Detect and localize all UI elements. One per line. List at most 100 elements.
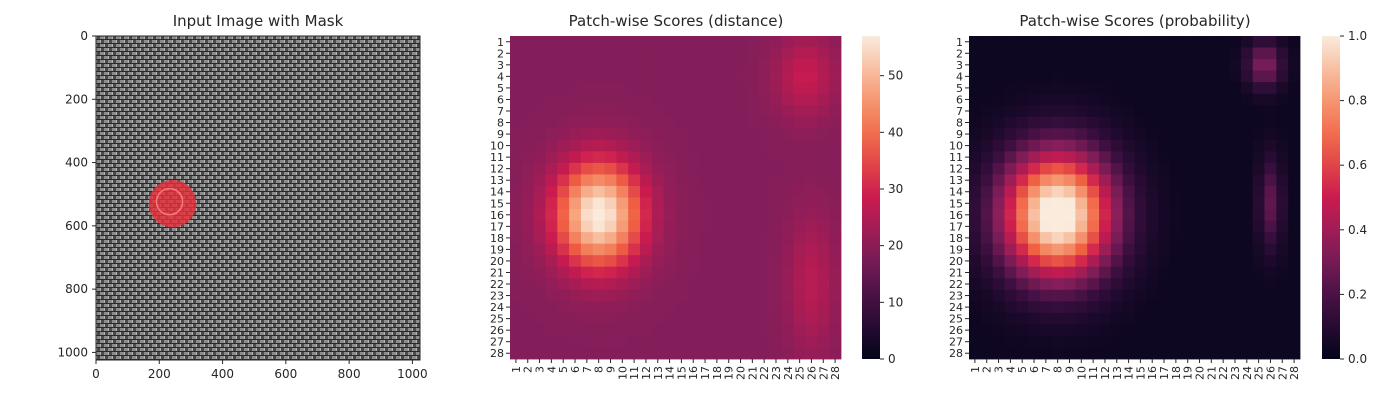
heatmap-cell [710,312,724,325]
heatmap-cell [980,105,994,118]
heatmap-cell [1063,70,1076,83]
y-tick-label: 23 [490,290,504,303]
heatmap-cell [992,162,1005,175]
heatmap-cell [580,324,594,337]
heatmap-cell [1004,347,1017,360]
heatmap-cell [1028,278,1041,291]
heatmap-cell [781,174,795,187]
heatmap-cell [604,93,617,106]
heatmap-cell [969,347,982,360]
heatmap-cell [1264,185,1277,198]
heatmap-cell [663,36,676,48]
heatmap-cell [510,36,523,48]
heatmap-cell [1193,185,1206,198]
heatmap-cell [1075,162,1088,175]
y-tick-label: 11 [490,151,504,164]
heatmap-cell [675,324,688,337]
heatmap-cell [533,139,546,152]
heatmap-cell [1264,312,1277,325]
heatmap-cell [817,151,830,164]
heatmap-cell [992,232,1005,245]
heatmap-cell [699,93,712,106]
heatmap-cell [1099,243,1112,256]
heatmap-cell [722,105,736,118]
x-tick-label: 23 [1229,366,1242,380]
heatmap-cell [580,278,594,291]
heatmap-cell [1004,116,1017,129]
heatmap-cell [699,116,712,129]
heatmap-cell [1193,301,1206,314]
heatmap-cell [980,301,994,314]
y-tick-label: 18 [490,232,504,245]
heatmap-cell [640,255,653,268]
heatmap-cell [746,174,759,187]
heatmap-cell [1181,278,1195,291]
heatmap-cell [699,243,712,256]
heatmap-cell [1075,289,1088,302]
heatmap-cell [557,243,570,256]
heatmap-cell [746,278,759,291]
heatmap-cell [992,116,1005,129]
y-tick-label: 9 [497,128,504,141]
heatmap-cell [651,185,665,198]
heatmap-cell [1122,266,1135,279]
heatmap-cell [1158,335,1171,348]
heatmap-cell [1016,255,1029,268]
heatmap-cell [651,232,665,245]
heatmap-cell [734,82,747,95]
heatmap-cell [604,128,617,141]
heatmap-cell [1252,243,1265,256]
heatmap-cell [616,116,629,129]
heatmap-cell [1134,278,1147,291]
y-tick-label: 24 [949,301,963,314]
heatmap-cell [1099,93,1112,106]
heatmap-cell [969,128,982,141]
heatmap-cell [510,243,523,256]
heatmap-cell [758,278,771,291]
heatmap-cell [1288,312,1301,325]
heatmap-cell [545,162,558,175]
heatmap-cell [805,209,818,221]
heatmap-cell [722,255,736,268]
heatmap-cell [1288,93,1301,106]
x-tick-label: 3 [993,366,1006,373]
heatmap-cell [616,82,629,95]
heatmap-cell [829,36,842,48]
heatmap-cell [829,347,842,360]
colorbar-tick-label: 40 [888,125,903,139]
heatmap-cell [1051,185,1064,198]
heatmap-cell [580,93,594,106]
heatmap-cell [1004,289,1017,302]
heatmap-cell [710,105,724,118]
heatmap-cell [770,116,783,129]
heatmap-cell [770,128,783,141]
heatmap-cell [992,59,1005,72]
heatmap-cell [1004,162,1017,175]
heatmap-cell [1181,347,1195,360]
heatmap-cell [758,162,771,175]
heatmap-cell [1240,220,1254,233]
heatmap-cell [521,243,535,256]
heatmap-cell [699,174,712,187]
heatmap-cell [722,324,736,337]
heatmap-cell [1016,324,1029,337]
heatmap-cell [1276,243,1289,256]
input-image-x-axis: 0 200 400 600 800 1000 [92,360,428,381]
x-tick-label: 16 [687,366,700,380]
heatmap-cell [817,70,830,83]
heatmap-cell [1063,220,1076,233]
heatmap-cell [805,347,818,360]
heatmap-cell [545,335,558,348]
heatmap-cell [510,139,523,152]
heatmap-cell [793,278,806,291]
heatmap-cell [1063,47,1076,60]
heatmap-cell [687,335,700,348]
heatmap-cell [545,82,558,95]
y-tick-label: 9 [956,128,963,141]
heatmap-cell [651,70,665,83]
heatmap-cell [533,289,546,302]
heatmap-cell [1063,266,1076,279]
heatmap-cell [969,312,982,325]
heatmap-cell [1217,255,1230,268]
